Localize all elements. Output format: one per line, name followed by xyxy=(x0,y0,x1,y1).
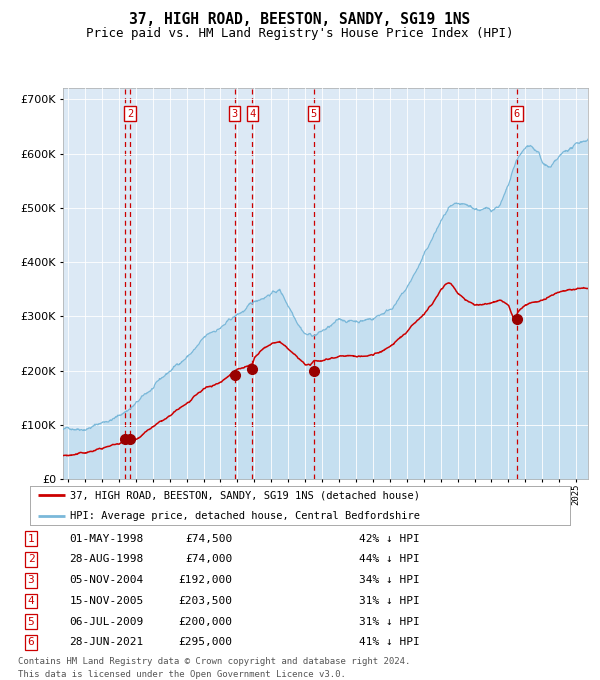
Text: 37, HIGH ROAD, BEESTON, SANDY, SG19 1NS: 37, HIGH ROAD, BEESTON, SANDY, SG19 1NS xyxy=(130,12,470,27)
Text: £295,000: £295,000 xyxy=(179,637,233,647)
Text: £74,500: £74,500 xyxy=(185,534,233,544)
Text: 15-NOV-2005: 15-NOV-2005 xyxy=(70,596,143,606)
Text: 41% ↓ HPI: 41% ↓ HPI xyxy=(359,637,419,647)
Text: £200,000: £200,000 xyxy=(179,617,233,627)
Text: 2: 2 xyxy=(127,109,133,119)
Text: 28-JUN-2021: 28-JUN-2021 xyxy=(70,637,143,647)
Text: £192,000: £192,000 xyxy=(179,575,233,585)
Text: 5: 5 xyxy=(28,617,34,627)
Text: 5: 5 xyxy=(311,109,317,119)
Text: Price paid vs. HM Land Registry's House Price Index (HPI): Price paid vs. HM Land Registry's House … xyxy=(86,27,514,41)
Text: 01-MAY-1998: 01-MAY-1998 xyxy=(70,534,143,544)
Text: 6: 6 xyxy=(514,109,520,119)
Text: 2: 2 xyxy=(28,554,34,564)
Text: 31% ↓ HPI: 31% ↓ HPI xyxy=(359,596,419,606)
Text: 05-NOV-2004: 05-NOV-2004 xyxy=(70,575,143,585)
Text: 06-JUL-2009: 06-JUL-2009 xyxy=(70,617,143,627)
Text: £74,000: £74,000 xyxy=(185,554,233,564)
Text: 44% ↓ HPI: 44% ↓ HPI xyxy=(359,554,419,564)
Text: 4: 4 xyxy=(249,109,256,119)
Text: 42% ↓ HPI: 42% ↓ HPI xyxy=(359,534,419,544)
Text: 3: 3 xyxy=(28,575,34,585)
Text: £203,500: £203,500 xyxy=(179,596,233,606)
Text: 28-AUG-1998: 28-AUG-1998 xyxy=(70,554,143,564)
Text: Contains HM Land Registry data © Crown copyright and database right 2024.
This d: Contains HM Land Registry data © Crown c… xyxy=(18,657,410,679)
Text: HPI: Average price, detached house, Central Bedfordshire: HPI: Average price, detached house, Cent… xyxy=(71,511,421,522)
Text: 3: 3 xyxy=(232,109,238,119)
Text: 1: 1 xyxy=(28,534,34,544)
Text: 34% ↓ HPI: 34% ↓ HPI xyxy=(359,575,419,585)
Text: 4: 4 xyxy=(28,596,34,606)
Text: 31% ↓ HPI: 31% ↓ HPI xyxy=(359,617,419,627)
Text: 37, HIGH ROAD, BEESTON, SANDY, SG19 1NS (detached house): 37, HIGH ROAD, BEESTON, SANDY, SG19 1NS … xyxy=(71,490,421,500)
Text: 6: 6 xyxy=(28,637,34,647)
